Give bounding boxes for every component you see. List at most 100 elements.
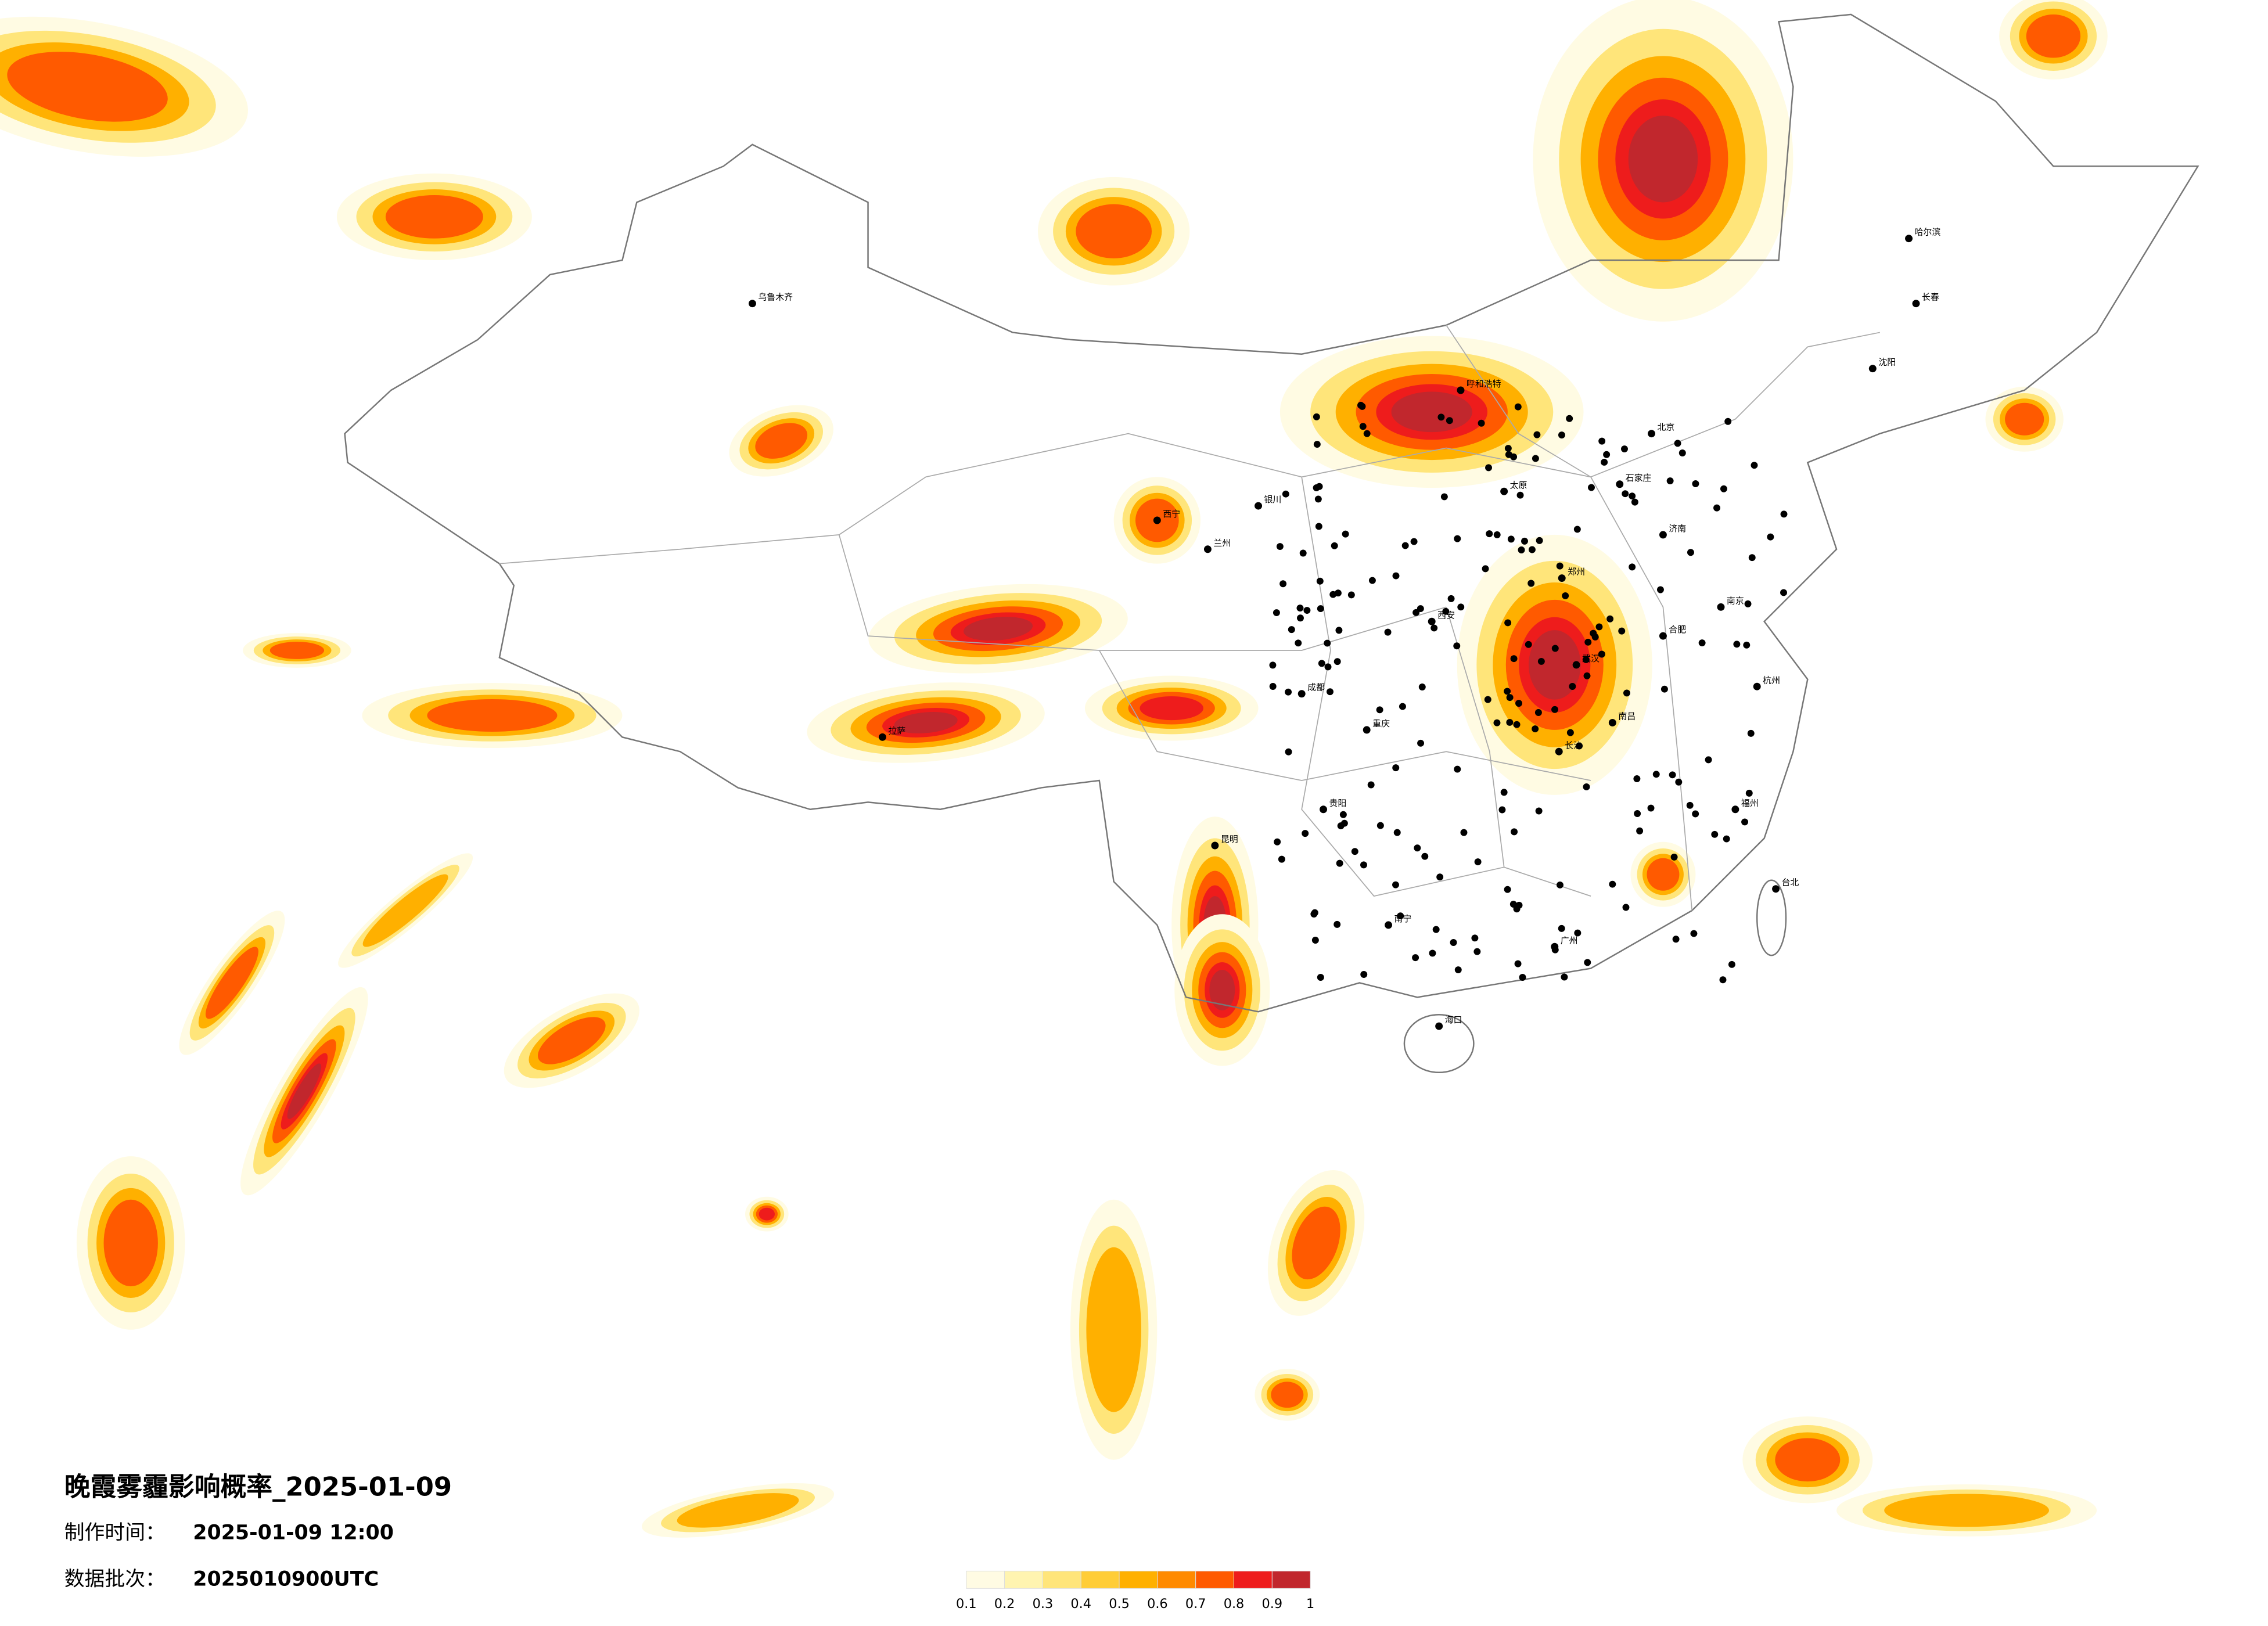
city-dot [1393,829,1401,836]
city-dot [1504,688,1511,695]
legend-swatch [1080,1570,1120,1589]
city-dot [1324,639,1331,647]
city-dot [1410,538,1418,545]
city-dot [1276,543,1284,551]
city-label: 贵阳 [1329,798,1347,808]
city-dot [1647,804,1655,812]
city-dot [1555,747,1563,756]
haze-patch [894,711,958,733]
city-dot [1478,419,1485,427]
city-dot [1622,490,1629,498]
city-dot [1588,484,1595,491]
city-dot [1698,639,1706,647]
city-label: 西宁 [1163,509,1180,519]
city-dot [1500,789,1508,796]
haze-patch [2005,402,2044,436]
city-dot [1500,487,1508,495]
city-dot [1399,703,1406,710]
city-dot [1515,901,1523,909]
city-dot [1324,663,1332,671]
city-dot [1432,926,1440,933]
city-dot [1505,451,1512,458]
city-dot [1428,617,1436,625]
legend-tick-label: 0.2 [994,1596,1015,1611]
city-dot [1527,580,1535,587]
city-dot [1687,549,1694,556]
city-label: 长春 [1922,292,1939,303]
city-label: 沈阳 [1878,357,1896,368]
city-dot [1436,873,1444,881]
city-dot [1618,627,1626,635]
haze-patch [964,617,1033,641]
legend-tick-label: 1 [1306,1596,1314,1611]
city-dot [1514,403,1522,411]
legend-tick-label: 0.3 [1033,1596,1054,1611]
city-dot [1203,545,1212,553]
city-dot [1457,603,1465,611]
city-dot [1504,445,1512,452]
city-dot [1311,937,1319,944]
city-dot [1535,807,1543,815]
haze-patch [1140,696,1203,721]
city-dot [1686,801,1694,809]
city-dot [1719,976,1727,984]
city-dot [1442,607,1450,615]
city-dot [1376,822,1384,829]
city-dot [1329,591,1337,598]
city-dot [1486,530,1493,538]
city-dot [1690,930,1698,937]
city-dot [1351,848,1358,855]
city-dot [1285,688,1292,696]
city-dot [1584,959,1591,966]
city-dot [878,733,886,741]
city-dot [1747,729,1755,737]
city-label: 哈尔滨 [1915,227,1941,238]
legend-tick-label: 0.6 [1147,1596,1168,1611]
city-dot [1711,830,1719,838]
city-dot [1629,563,1636,571]
city-dot [1367,781,1375,789]
city-dot [1912,300,1920,308]
city-dot [1666,477,1674,485]
city-dot [1713,504,1720,512]
city-label: 拉萨 [888,725,905,736]
city-dot [1558,574,1566,582]
city-dot [1153,516,1161,524]
city-dot [1302,830,1309,837]
city-dot [1603,451,1611,458]
city-label: 太原 [1510,480,1527,490]
city-dot [1574,929,1582,937]
city-dot [1572,661,1580,669]
city-dot [1506,694,1514,702]
city-dot [1279,580,1287,588]
city-dot [1753,682,1761,690]
city-dot [1453,642,1461,650]
city-dot [1484,696,1491,703]
city-dot [1514,960,1522,967]
city-dot [1509,901,1517,908]
city-dot [1342,530,1349,538]
city-dot [1561,973,1568,981]
haze-patch [1086,1247,1141,1412]
city-dot [1731,805,1739,814]
city-dot [1751,462,1758,469]
city-dot [1295,639,1302,647]
city-dot [1566,415,1573,422]
city-dot [1454,765,1461,773]
city-dot [1868,365,1877,373]
city-dot [1745,789,1753,797]
city-dot [1368,577,1376,584]
country-border [344,13,2199,1013]
city-dot [1315,523,1322,530]
city-dot [1447,595,1455,602]
city-dot [1255,502,1263,510]
haze-patch [103,1199,158,1287]
haze-patch [2026,14,2081,58]
city-dot [1363,726,1371,734]
haze-patch [538,1017,606,1064]
city-dot [1606,615,1614,623]
city-dot [1485,464,1492,472]
city-dot [1576,742,1583,750]
city-label: 济南 [1669,523,1686,534]
city-dot [1334,920,1341,928]
